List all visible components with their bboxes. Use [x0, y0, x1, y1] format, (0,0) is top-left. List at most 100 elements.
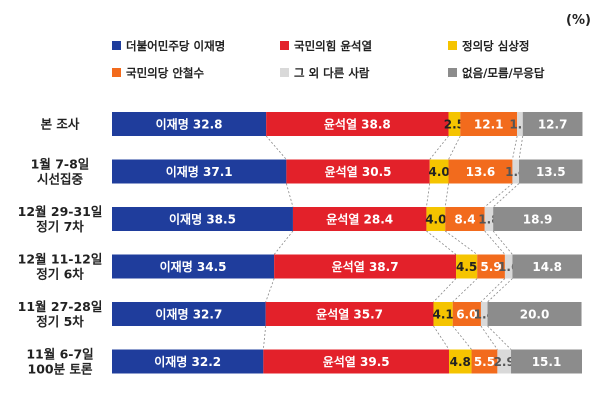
- legend-label-ahn: 국민의당 안철수: [126, 66, 204, 80]
- bar-other-row-0: [517, 112, 523, 136]
- legend-label-sim: 정의당 심상정: [462, 39, 529, 53]
- bar-ahn-row-0: [460, 112, 518, 136]
- connector-line: [433, 278, 457, 303]
- bar-label-lee-row-2: 이재명 38.5: [169, 212, 236, 227]
- bar-label-yoon-row-5: 윤석열 39.5: [323, 354, 390, 369]
- bar-sim-row-5: [448, 349, 472, 374]
- bar-sim-row-4: [433, 302, 453, 326]
- bar-label-sim-row-2: 4.0: [425, 213, 446, 227]
- bar-label-sim-row-0: 2.5: [444, 118, 465, 132]
- connector-line: [426, 230, 457, 255]
- connector-line: [452, 278, 478, 303]
- connector-line: [273, 230, 294, 255]
- legend-label-yoon: 국민의힘 윤석열: [294, 39, 372, 53]
- bar-label-none-row-5: 15.1: [532, 355, 562, 369]
- connector-line: [492, 230, 513, 255]
- legend-swatch-lee: [112, 41, 121, 50]
- bar-label-yoon-row-1: 윤석열 30.5: [325, 164, 392, 179]
- legend-label-none: 없음/모름/무응답: [462, 66, 545, 80]
- bar-lee-row-3: [112, 254, 275, 279]
- connector-line: [487, 325, 512, 350]
- row-label-0: 본 조사: [41, 117, 80, 132]
- legend-label-lee: 더불어민주당 이재명: [126, 39, 225, 53]
- connector-line: [265, 135, 287, 160]
- connector-line: [480, 278, 506, 303]
- legend-swatch-sim: [448, 41, 457, 50]
- legend-swatch-none: [448, 68, 457, 77]
- connector-line: [262, 325, 267, 350]
- bar-label-sim-row-5: 4.8: [450, 355, 471, 369]
- bar-label-yoon-row-2: 윤석열 28.4: [326, 212, 393, 227]
- bar-sim-row-2: [426, 207, 446, 231]
- bar-label-ahn-row-5: 5.5: [474, 355, 495, 369]
- bar-lee-row-2: [112, 207, 293, 231]
- connector-line: [448, 135, 461, 160]
- connector-line: [444, 230, 478, 255]
- connector-line: [426, 183, 431, 208]
- row-label-3: 12월 11-12일 정기 6차: [18, 252, 103, 282]
- bar-lee-row-0: [112, 112, 267, 136]
- bar-none-row-0: [522, 112, 583, 136]
- connector-line: [433, 325, 450, 350]
- bar-lee-row-4: [112, 302, 266, 326]
- bar-label-yoon-row-3: 윤석열 38.7: [332, 259, 399, 274]
- bar-sim-row-1: [429, 159, 449, 184]
- bar-ahn-row-1: [448, 159, 513, 184]
- bar-sim-row-3: [456, 254, 478, 279]
- bar-other-row-3: [504, 254, 513, 279]
- connector-line: [452, 325, 472, 350]
- connector-line: [487, 278, 513, 303]
- bar-ahn-row-5: [471, 349, 498, 374]
- bar-lee-row-1: [112, 159, 287, 184]
- connector-lines: [262, 135, 524, 350]
- bar-lee-row-5: [112, 349, 264, 374]
- bar-label-yoon-row-4: 윤석열 35.7: [316, 307, 383, 322]
- bar-label-none-row-2: 18.9: [523, 213, 553, 227]
- legend-swatch-yoon: [280, 41, 289, 50]
- bar-label-none-row-0: 12.7: [538, 118, 568, 132]
- bar-label-yoon-row-0: 윤석열 38.8: [324, 117, 391, 132]
- bar-label-lee-row-4: 이재명 32.7: [155, 307, 222, 322]
- bar-label-other-row-5: 2.9: [494, 355, 515, 369]
- legend-label-other: 그 외 다른 사람: [294, 66, 370, 80]
- row-label-4: 11월 27-28일 정기 5차: [18, 299, 103, 329]
- bar-yoon-row-3: [274, 254, 457, 279]
- bar-label-ahn-row-3: 5.9: [480, 260, 501, 274]
- row-label-5: 11월 6-7일 100분 토론: [26, 347, 93, 377]
- bar-label-lee-row-0: 이재명 32.8: [156, 117, 223, 132]
- bar-ahn-row-3: [477, 254, 505, 279]
- bar-label-none-row-3: 14.8: [532, 260, 562, 274]
- bar-other-row-5: [497, 349, 512, 374]
- connector-line: [492, 183, 520, 208]
- bar-yoon-row-4: [265, 302, 434, 326]
- bar-label-none-row-4: 20.0: [520, 308, 550, 322]
- bar-other-row-1: [512, 159, 520, 184]
- bar-label-lee-row-5: 이재명 32.2: [154, 354, 221, 369]
- bar-label-ahn-row-4: 6.0: [456, 308, 477, 322]
- bar-yoon-row-1: [286, 159, 430, 184]
- bar-label-lee-row-1: 이재명 37.1: [166, 164, 233, 179]
- bar-none-row-1: [519, 159, 583, 184]
- bar-yoon-row-2: [292, 207, 427, 231]
- bar-other-row-4: [480, 302, 488, 326]
- bar-none-row-3: [512, 254, 582, 279]
- connector-line: [480, 325, 498, 350]
- connector-line: [265, 278, 275, 303]
- connector-line: [444, 183, 449, 208]
- bar-none-row-4: [487, 302, 582, 326]
- bar-label-sim-row-3: 4.5: [456, 260, 477, 274]
- bar-yoon-row-0: [266, 112, 449, 136]
- bar-ahn-row-4: [452, 302, 481, 326]
- row-label-2: 12월 29-31일 정기 7차: [18, 204, 103, 234]
- connector-line: [285, 183, 294, 208]
- bar-none-row-2: [493, 207, 582, 231]
- connector-line: [484, 230, 506, 255]
- bar-none-row-5: [511, 349, 582, 374]
- legend-swatch-other: [280, 68, 289, 77]
- bar-label-ahn-row-1: 13.6: [466, 165, 496, 179]
- legend-swatch-ahn: [112, 68, 121, 77]
- bar-label-ahn-row-0: 12.1: [474, 118, 504, 132]
